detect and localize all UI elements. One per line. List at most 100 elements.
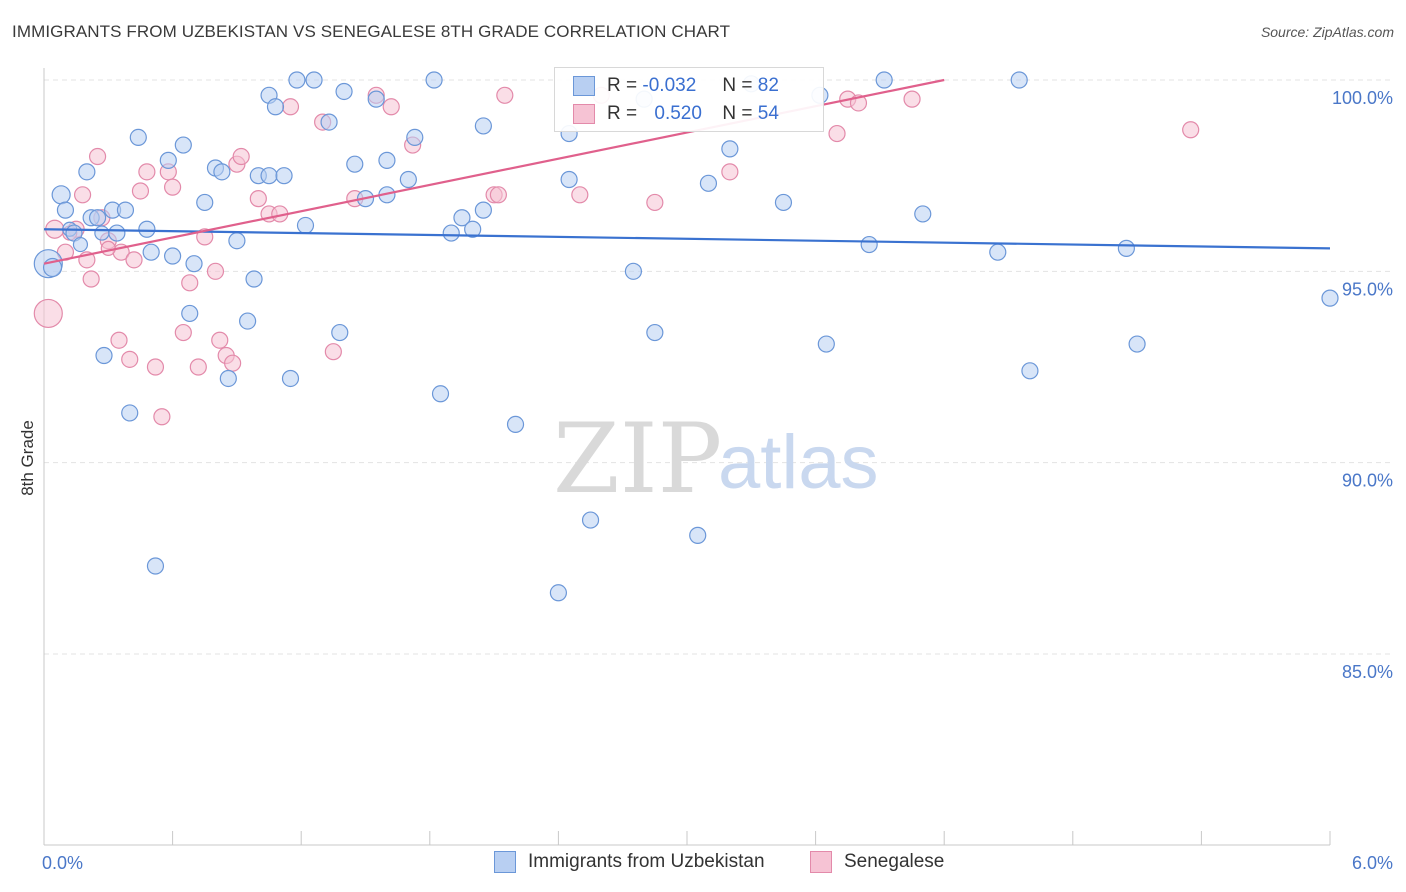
data-point <box>721 140 739 158</box>
data-point <box>185 255 203 273</box>
data-point <box>174 136 192 154</box>
correlation-legend: R = -0.032 N = 82 R = 0.520 N = 54 <box>554 67 824 132</box>
y-tick-label: 100.0% <box>1332 88 1393 108</box>
legend-swatch-blue <box>573 76 595 96</box>
data-point <box>181 274 199 292</box>
data-point <box>442 224 460 242</box>
data-point <box>72 236 89 253</box>
data-point <box>108 224 126 242</box>
data-point <box>367 90 385 108</box>
data-point <box>88 209 107 227</box>
data-point <box>721 163 739 181</box>
y-tick-label: 95.0% <box>1342 279 1393 299</box>
data-point <box>94 225 110 241</box>
data-point <box>181 304 199 323</box>
legend-n-label: N = <box>722 103 753 124</box>
y-tick-labels: 85.0% 90.0% 95.0% 100.0% <box>1332 88 1393 682</box>
legend-n-value: 54 <box>757 103 779 124</box>
data-point <box>1021 362 1039 380</box>
data-point <box>131 182 150 200</box>
data-point <box>453 209 471 227</box>
data-point <box>335 82 353 101</box>
data-point <box>33 298 63 329</box>
data-point <box>138 220 156 238</box>
x-tick-label-min: 0.0% <box>42 853 83 873</box>
data-point <box>496 86 514 104</box>
x-tick-label-max: 6.0% <box>1352 853 1393 873</box>
data-point <box>125 251 143 269</box>
data-point <box>506 415 525 433</box>
data-point <box>903 90 921 108</box>
data-point <box>82 270 100 288</box>
data-point <box>239 312 257 330</box>
axes <box>43 68 1331 846</box>
legend-r-label: R = <box>607 75 638 96</box>
data-point <box>142 243 160 261</box>
data-point <box>324 343 342 361</box>
data-point <box>260 167 278 185</box>
data-point <box>646 323 664 342</box>
legend-n-label: N = <box>722 75 753 96</box>
data-point <box>989 243 1007 261</box>
data-point <box>860 235 878 254</box>
data-point <box>378 151 396 169</box>
y-axis-label: 8th Grade <box>18 420 37 496</box>
legend-r-value: 0.520 <box>654 103 702 124</box>
data-point <box>121 404 139 422</box>
y-tick-label: 85.0% <box>1342 662 1393 682</box>
data-point <box>1117 239 1135 257</box>
data-point <box>51 185 71 205</box>
data-point <box>228 232 246 250</box>
grid-lines <box>44 79 1392 655</box>
data-point <box>320 113 338 131</box>
data-point <box>425 71 443 89</box>
chart-title: IMMIGRANTS FROM UZBEKISTAN VS SENEGALESE… <box>12 22 731 41</box>
legend-label: Senegalese <box>844 851 945 872</box>
watermark-zip: ZIP <box>553 403 722 515</box>
data-point <box>164 247 182 265</box>
legend-swatch-pink <box>573 104 595 124</box>
data-point <box>828 124 846 143</box>
data-point <box>646 193 664 212</box>
watermark-atlas: atlas <box>718 420 879 505</box>
y-tick-label: 90.0% <box>1342 471 1393 491</box>
data-point <box>159 151 177 169</box>
data-point <box>817 335 835 353</box>
data-point <box>464 220 482 238</box>
data-point <box>95 346 113 365</box>
data-point <box>116 201 135 219</box>
data-point <box>121 350 139 368</box>
legend-n-value: 82 <box>757 75 779 96</box>
legend-label: Immigrants from Uzbekistan <box>528 851 765 872</box>
data-point <box>189 358 207 376</box>
watermark: ZIP atlas <box>553 403 879 515</box>
data-point <box>73 186 92 204</box>
data-point <box>275 167 293 185</box>
data-point <box>689 526 707 544</box>
legend-item-senegalese: Senegalese <box>810 851 944 873</box>
data-point <box>699 174 718 192</box>
data-point <box>224 354 242 372</box>
data-point <box>474 201 492 219</box>
data-point <box>281 98 300 116</box>
data-point <box>78 163 96 181</box>
data-point <box>571 186 589 204</box>
data-point <box>196 228 214 246</box>
data-point <box>1010 71 1028 89</box>
data-point <box>406 128 424 146</box>
legend-swatch-pink <box>810 851 832 873</box>
data-point <box>474 117 492 135</box>
data-point <box>129 128 147 146</box>
data-point <box>266 98 285 116</box>
data-point <box>100 240 116 256</box>
data-point <box>305 71 323 89</box>
data-point <box>164 178 182 196</box>
data-point <box>56 201 75 219</box>
data-point <box>211 331 229 349</box>
trend-line <box>43 228 1331 250</box>
data-point <box>346 155 364 173</box>
data-point <box>88 147 107 166</box>
data-point <box>249 190 267 208</box>
data-point <box>431 385 450 403</box>
